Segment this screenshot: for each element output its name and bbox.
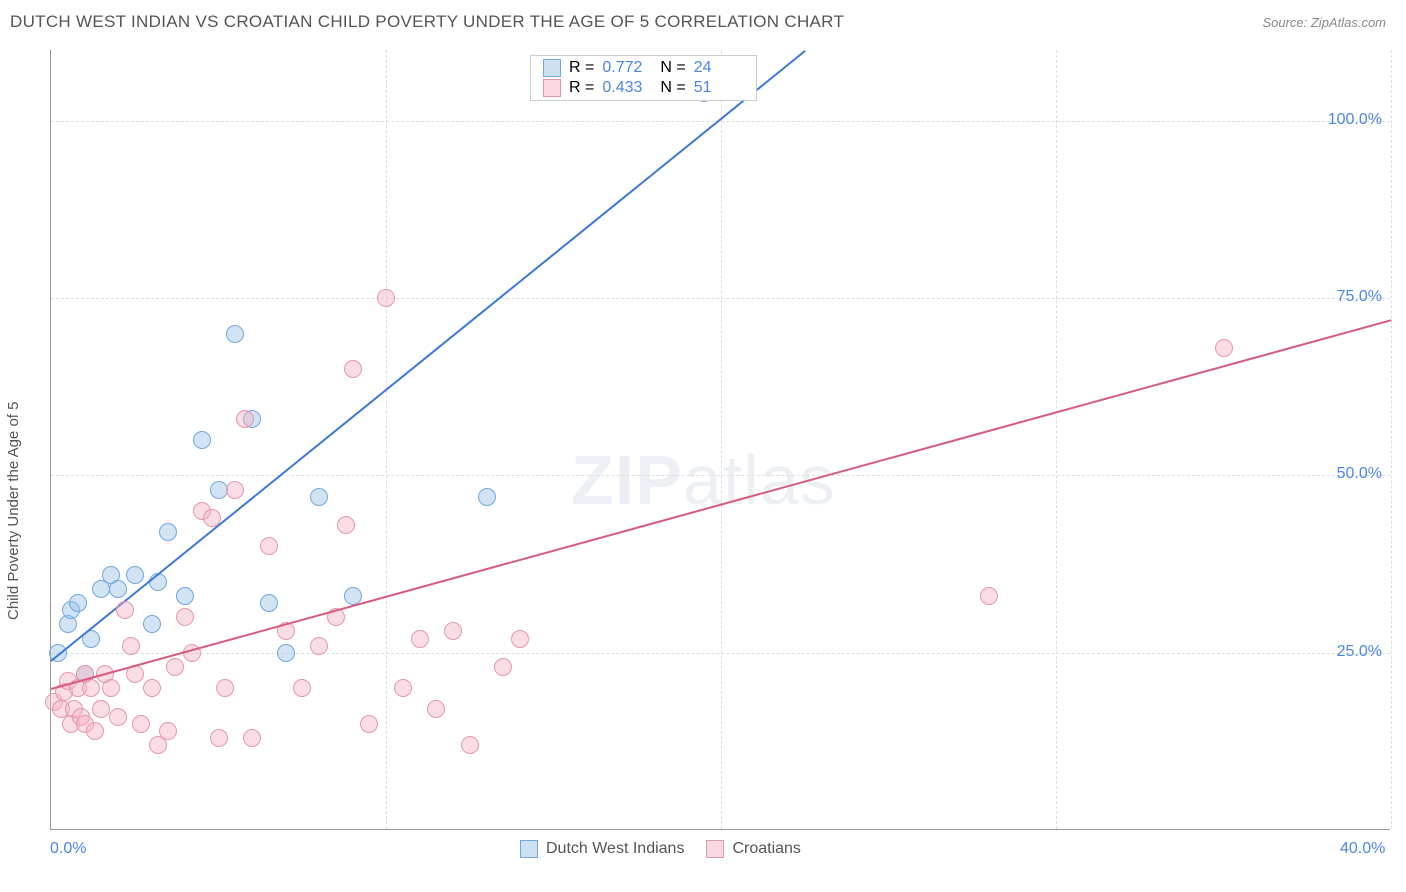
data-point <box>143 679 161 697</box>
y-tick-label: 25.0% <box>1337 643 1382 661</box>
source-label: Source: ZipAtlas.com <box>1262 15 1386 30</box>
x-tick-label: 0.0% <box>50 840 86 858</box>
data-point <box>143 615 161 633</box>
chart-header: DUTCH WEST INDIAN VS CROATIAN CHILD POVE… <box>0 0 1406 42</box>
swatch-blue-icon <box>520 840 538 858</box>
r-value-blue: 0.772 <box>602 59 652 77</box>
data-point <box>411 630 429 648</box>
data-point <box>494 658 512 676</box>
data-point <box>461 736 479 754</box>
y-tick-label: 100.0% <box>1328 111 1382 129</box>
chart-title: DUTCH WEST INDIAN VS CROATIAN CHILD POVE… <box>10 12 844 32</box>
data-point <box>176 587 194 605</box>
x-tick-label: 40.0% <box>1340 840 1385 858</box>
data-point <box>176 608 194 626</box>
data-point <box>260 537 278 555</box>
data-point <box>82 679 100 697</box>
data-point <box>86 722 104 740</box>
swatch-blue-icon <box>543 59 561 77</box>
legend-row-blue: R = 0.772 N = 24 <box>531 58 756 78</box>
data-point <box>210 481 228 499</box>
data-point <box>210 729 228 747</box>
correlation-legend: R = 0.772 N = 24 R = 0.433 N = 51 <box>530 55 757 101</box>
data-point <box>226 481 244 499</box>
data-point <box>277 644 295 662</box>
data-point <box>109 708 127 726</box>
r-value-pink: 0.433 <box>602 79 652 97</box>
legend-label-blue: Dutch West Indians <box>546 840 684 858</box>
data-point <box>166 658 184 676</box>
data-point <box>159 523 177 541</box>
data-point <box>344 360 362 378</box>
series-legend: Dutch West Indians Croatians <box>520 840 801 858</box>
data-point <box>260 594 278 612</box>
swatch-pink-icon <box>543 79 561 97</box>
data-point <box>293 679 311 697</box>
y-tick-label: 75.0% <box>1337 288 1382 306</box>
scatter-plot-area: ZIPatlas 25.0%50.0%75.0%100.0% <box>50 50 1390 830</box>
data-point <box>109 580 127 598</box>
gridline-v <box>386 50 387 829</box>
data-point <box>360 715 378 733</box>
data-point <box>478 488 496 506</box>
trend-line <box>50 50 805 661</box>
data-point <box>226 325 244 343</box>
data-point <box>69 594 87 612</box>
data-point <box>444 622 462 640</box>
data-point <box>122 637 140 655</box>
data-point <box>310 488 328 506</box>
data-point <box>126 566 144 584</box>
data-point <box>159 722 177 740</box>
data-point <box>116 601 134 619</box>
n-value-pink: 51 <box>694 79 744 97</box>
data-point <box>511 630 529 648</box>
data-point <box>132 715 150 733</box>
data-point <box>377 289 395 307</box>
data-point <box>337 516 355 534</box>
data-point <box>427 700 445 718</box>
legend-label-pink: Croatians <box>732 840 800 858</box>
y-axis-label: Child Poverty Under the Age of 5 <box>5 402 22 620</box>
n-value-blue: 24 <box>694 59 744 77</box>
data-point <box>394 679 412 697</box>
data-point <box>236 410 254 428</box>
legend-item-pink: Croatians <box>706 840 800 858</box>
data-point <box>216 679 234 697</box>
legend-item-blue: Dutch West Indians <box>520 840 684 858</box>
data-point <box>203 509 221 527</box>
swatch-pink-icon <box>706 840 724 858</box>
data-point <box>1215 339 1233 357</box>
gridline-v <box>1056 50 1057 829</box>
gridline-v <box>721 50 722 829</box>
gridline-v <box>1391 50 1392 829</box>
y-tick-label: 50.0% <box>1337 465 1382 483</box>
data-point <box>310 637 328 655</box>
legend-row-pink: R = 0.433 N = 51 <box>531 78 756 98</box>
data-point <box>980 587 998 605</box>
data-point <box>243 729 261 747</box>
data-point <box>193 431 211 449</box>
data-point <box>92 700 110 718</box>
data-point <box>102 679 120 697</box>
